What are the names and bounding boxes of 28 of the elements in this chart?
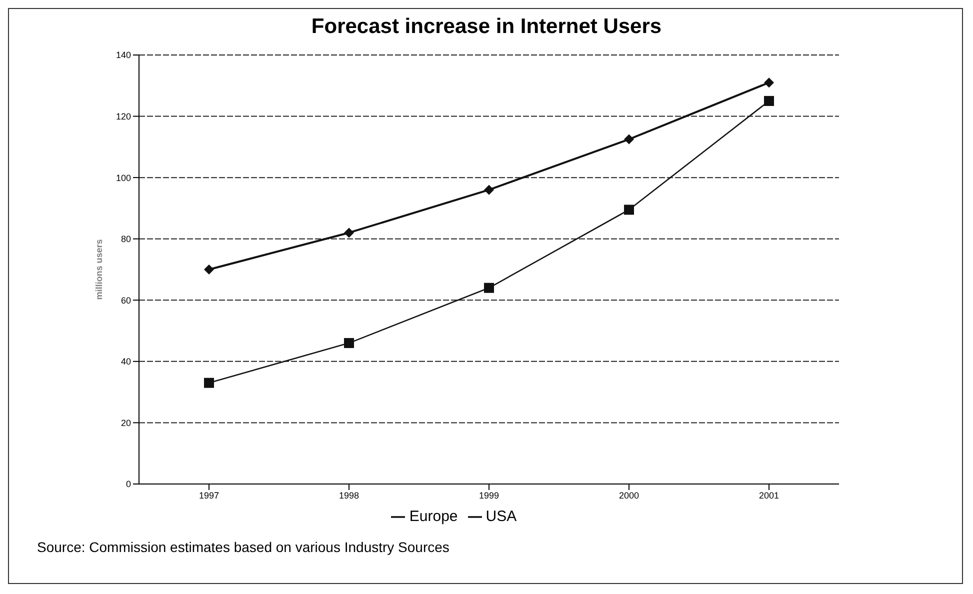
point — [344, 228, 354, 238]
chart-title: Forecast increase in Internet Users — [310, 15, 663, 39]
x-tick-label: 2001 — [758, 490, 780, 500]
y-tick-label: 80 — [120, 234, 131, 244]
y-tick-label: 0 — [126, 479, 131, 490]
legend-label: USA — [486, 508, 517, 525]
point — [484, 184, 494, 195]
y-axis-title: millions users — [94, 239, 104, 300]
legend-label: Europe — [409, 508, 458, 525]
point — [204, 378, 214, 388]
y-tick-label: 40 — [120, 356, 131, 367]
point — [624, 134, 634, 144]
point — [624, 204, 634, 215]
y-tick-label: 100 — [116, 172, 131, 183]
source-note: Source: Commission estimates based on various Industry Sources — [37, 539, 450, 555]
y-tick-label: 60 — [120, 295, 131, 306]
y-tick-label: 140 — [116, 50, 131, 60]
point — [344, 338, 354, 348]
y-tick-label: 20 — [120, 418, 131, 428]
point — [764, 96, 774, 106]
x-tick-label: 1999 — [478, 490, 500, 500]
point — [764, 78, 774, 88]
point — [204, 264, 214, 274]
point — [484, 282, 494, 293]
x-tick-label: 1998 — [338, 490, 360, 500]
x-tick-label: 2000 — [618, 490, 640, 500]
x-tick-label: 1997 — [198, 490, 220, 500]
y-tick-label: 120 — [116, 111, 131, 122]
